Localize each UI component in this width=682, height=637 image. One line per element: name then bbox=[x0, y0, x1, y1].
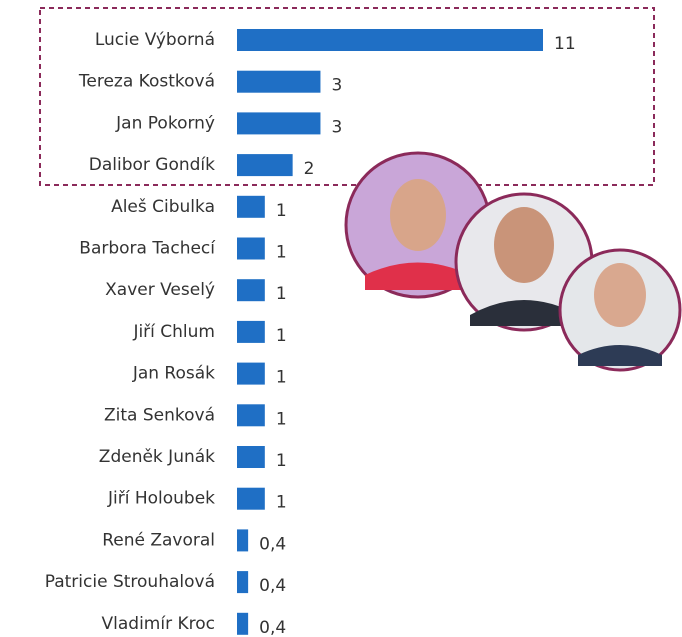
bar bbox=[237, 612, 249, 635]
value-label: 3 bbox=[331, 117, 342, 137]
bar bbox=[237, 529, 249, 552]
category-label: Vladimír Kroc bbox=[102, 614, 215, 634]
category-label: Jiří Chlum bbox=[132, 322, 215, 342]
photo-body bbox=[365, 262, 470, 290]
value-label: 0,4 bbox=[259, 534, 286, 554]
bar bbox=[237, 487, 265, 510]
category-label: Zdeněk Junák bbox=[99, 447, 215, 467]
bar bbox=[237, 29, 543, 51]
category-label: Xaver Veselý bbox=[105, 280, 215, 300]
bar bbox=[237, 362, 265, 385]
category-label: Tereza Kostková bbox=[78, 72, 215, 92]
value-label: 1 bbox=[276, 493, 287, 513]
bar bbox=[237, 195, 265, 218]
bar bbox=[237, 404, 265, 427]
value-label: 1 bbox=[276, 451, 287, 471]
value-label: 1 bbox=[276, 409, 287, 429]
value-label: 1 bbox=[276, 243, 287, 263]
value-label: 1 bbox=[276, 326, 287, 346]
bar bbox=[237, 571, 249, 594]
category-label: Jiří Holoubek bbox=[107, 489, 215, 509]
value-label: 2 bbox=[304, 159, 315, 179]
bar bbox=[237, 154, 293, 177]
photo-face bbox=[390, 179, 446, 251]
category-label: Dalibor Gondík bbox=[89, 155, 215, 175]
category-label: Zita Senková bbox=[104, 405, 215, 425]
value-label: 0,4 bbox=[259, 618, 286, 637]
bar bbox=[237, 279, 265, 302]
category-label: Patricie Strouhalová bbox=[45, 572, 215, 592]
value-label: 1 bbox=[276, 201, 287, 221]
category-label: René Zavoral bbox=[102, 530, 215, 550]
category-label: Aleš Cibulka bbox=[111, 197, 215, 217]
bar bbox=[237, 320, 265, 343]
bar bbox=[237, 112, 321, 135]
highlight-box bbox=[39, 7, 655, 186]
photo-body bbox=[470, 300, 578, 326]
category-label: Jan Pokorný bbox=[115, 113, 215, 133]
bar bbox=[237, 237, 265, 260]
value-label: 3 bbox=[331, 76, 342, 96]
value-label: 0,4 bbox=[259, 576, 286, 596]
photo-body bbox=[578, 345, 662, 366]
value-label: 1 bbox=[276, 368, 287, 388]
category-label: Jan Rosák bbox=[132, 364, 215, 384]
photo-face bbox=[594, 263, 646, 327]
bar bbox=[237, 446, 265, 468]
photos bbox=[344, 151, 682, 372]
category-label: Lucie Výborná bbox=[95, 30, 215, 50]
category-label: Barbora Tachecí bbox=[79, 239, 216, 259]
photo-face bbox=[494, 207, 554, 283]
value-label: 1 bbox=[276, 284, 287, 304]
bar bbox=[237, 70, 321, 93]
value-label: 11 bbox=[554, 34, 576, 54]
